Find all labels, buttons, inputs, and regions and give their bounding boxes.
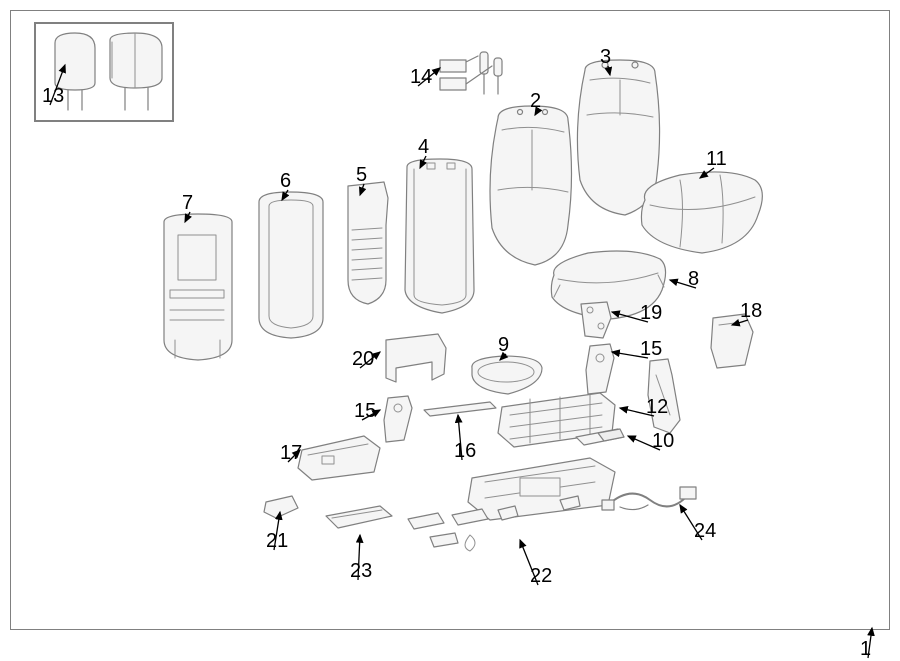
seat-back-panel [245,188,335,343]
diagram-canvas: 1234567891011121314151516171819202122232… [0,0,900,661]
callout-label-19: 19 [640,302,662,325]
callout-label-20: 20 [352,348,374,371]
seat-wiring-harness [600,475,700,525]
seat-back-rear-panel [150,210,245,365]
callout-label-15: 15 [640,338,662,361]
callout-label-2: 2 [530,90,541,113]
callout-label-18: 18 [740,300,762,323]
front-trim-bracket [378,330,453,390]
callout-label-17: 17 [280,442,302,465]
headrest-guide-set [438,50,508,105]
callout-label-7: 7 [182,192,193,215]
track-cover [570,425,630,450]
callout-label-22: 22 [530,565,552,588]
callout-label-6: 6 [280,170,291,193]
callout-label-13: 13 [42,85,64,108]
callout-label-150: 15 [354,400,376,423]
callout-label-21: 21 [266,530,288,553]
lumbar-support [340,180,395,310]
track-fillers [400,505,530,560]
callout-label-23: 23 [350,560,372,583]
callout-label-24: 24 [694,520,716,543]
callout-label-16: 16 [454,440,476,463]
hinge-bracket [575,298,615,343]
rear-track-cover [258,490,303,525]
callout-label-1: 1 [860,638,871,661]
callout-label-11: 11 [706,148,727,171]
callout-label-4: 4 [418,136,429,159]
callout-label-8: 8 [688,268,699,291]
callout-label-12: 12 [646,396,668,419]
outer-side-trim [292,430,387,485]
callout-label-14: 14 [410,66,432,89]
seat-support-bar [420,400,500,418]
seat-back-frame [392,155,487,320]
front-track-cover [318,500,398,535]
callout-label-9: 9 [498,334,509,357]
callout-label-3: 3 [600,46,611,69]
callout-label-10: 10 [652,430,674,453]
callout-label-5: 5 [356,164,367,187]
